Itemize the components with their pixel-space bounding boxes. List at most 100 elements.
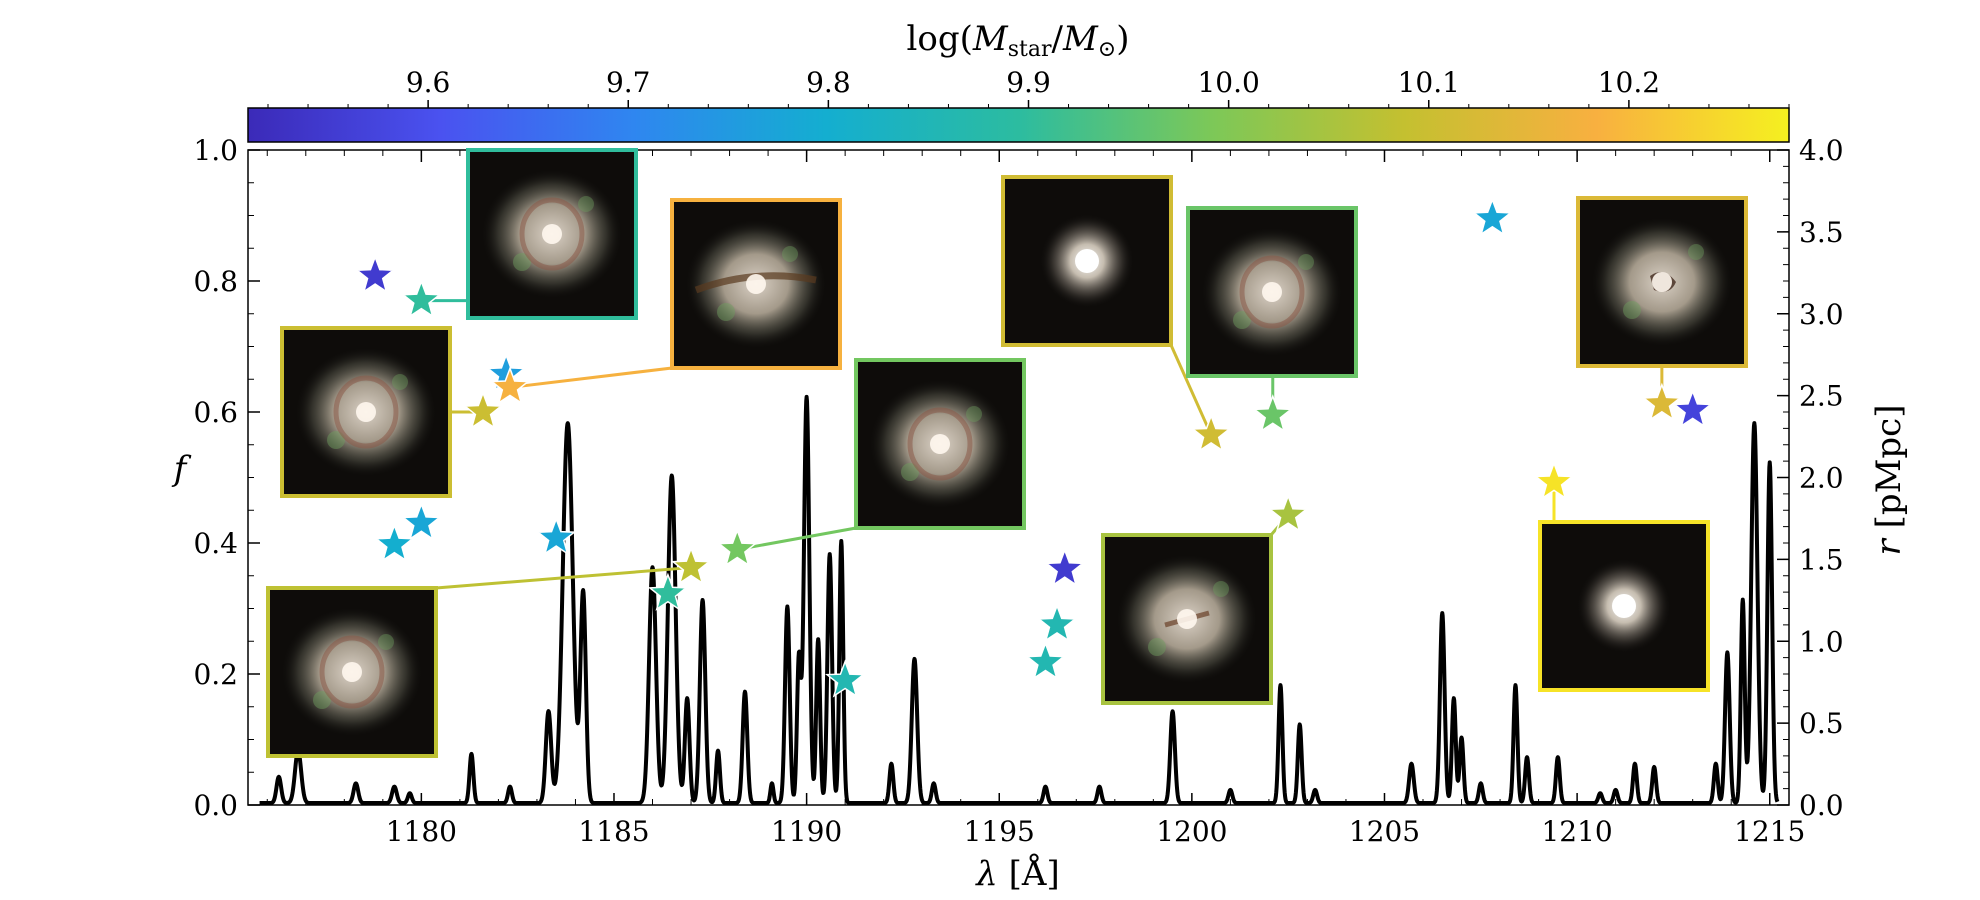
colorbar-ticks: 9.6 9.7 9.8 9.9 10.0 10.1 10.2 <box>267 66 1790 108</box>
galaxy-star-marker <box>401 502 442 541</box>
galaxy-thumbnail <box>266 586 438 758</box>
galaxy-thumbnail <box>854 358 1026 530</box>
x-tick-label: 1180 <box>386 815 457 848</box>
colorbar-tick-label: 9.8 <box>806 66 851 99</box>
x-tick-label: 1185 <box>578 815 649 848</box>
star-forming-clump <box>1148 638 1166 656</box>
galaxy-core <box>1075 249 1099 273</box>
star-forming-clump <box>327 431 345 449</box>
left-y-tick-label: 0.8 <box>193 265 238 298</box>
colorbar: 9.6 9.7 9.8 9.9 10.0 10.1 10.2 log(Mstar/M⊙) <box>247 19 1790 143</box>
x-tick-label: 1195 <box>964 815 1035 848</box>
galaxy-thumbnails <box>266 148 1748 758</box>
star-forming-clump <box>1233 311 1251 329</box>
star-forming-clump <box>966 406 982 422</box>
galaxy-star-marker <box>1036 603 1078 642</box>
galaxy-core <box>542 224 562 244</box>
colorbar-tick-label: 10.2 <box>1598 66 1660 99</box>
galaxy-star-marker <box>1252 394 1293 433</box>
galaxy-core <box>930 434 950 454</box>
galaxy-core <box>356 402 376 422</box>
star-forming-clump <box>1298 254 1314 270</box>
thumbnail-connector <box>736 526 857 552</box>
left-y-tick-label: 0.2 <box>193 658 238 691</box>
galaxy-thumbnail <box>1186 206 1358 378</box>
galaxy-star-marker <box>717 528 758 567</box>
colorbar-title-m: M <box>972 19 1009 59</box>
thumbnail-connector <box>509 366 673 389</box>
galaxy-thumbnail <box>466 148 638 320</box>
right-y-tick-label: 1.5 <box>1799 543 1844 576</box>
star-forming-clump <box>782 246 798 262</box>
right-y-axis-ticks: 0.0 0.5 1.0 1.5 2.0 2.5 3.0 3.5 4.0 <box>1777 134 1844 822</box>
galaxy-star-marker <box>670 546 712 585</box>
plot-axes: 1180 1185 1190 1195 1200 1205 1210 1215 0.00.20… <box>193 134 1843 848</box>
thumbnail-frame <box>670 198 842 370</box>
left-y-tick-label: 0.6 <box>193 396 238 429</box>
thumbnail-frame <box>1001 175 1173 347</box>
right-y-tick-label: 1.0 <box>1799 625 1844 658</box>
galaxy-thumbnail <box>670 198 842 370</box>
thumbnail-frame <box>466 148 638 320</box>
right-y-tick-label: 3.5 <box>1799 216 1844 249</box>
galaxy-star-marker <box>355 254 396 294</box>
thumbnail-frame <box>1538 520 1710 692</box>
x-tick-label: 1190 <box>771 815 842 848</box>
left-y-axis-title: f <box>171 449 192 489</box>
galaxy-thumbnail <box>1576 196 1748 368</box>
galaxy-star-marker <box>1191 413 1232 453</box>
right-y-tick-label: 0.5 <box>1799 707 1844 740</box>
right-y-tick-label: 3.0 <box>1799 298 1844 331</box>
colorbar-tick-label: 10.1 <box>1398 66 1460 99</box>
dust-ring <box>333 375 399 449</box>
right-y-tick-label: 2.5 <box>1799 380 1844 413</box>
right-y-axis-title: r [pMpc] <box>1869 405 1909 556</box>
galaxy-core <box>1612 594 1636 618</box>
thumbnail-connector <box>1169 344 1213 436</box>
right-y-tick-label: 4.0 <box>1799 134 1844 167</box>
galaxy-thumbnail <box>1001 175 1173 347</box>
star-forming-clump <box>901 463 919 481</box>
thumbnail-frame <box>266 586 438 758</box>
flux-spectrum-line <box>257 394 1780 806</box>
galaxy-thumbnail <box>1538 520 1710 692</box>
right-y-tick-label: 0.0 <box>1799 789 1844 822</box>
dust-ring <box>319 635 385 709</box>
thumbnail-frame <box>1186 206 1358 378</box>
star-forming-clump <box>378 634 394 650</box>
galaxy-core <box>1262 282 1282 302</box>
colorbar-title: log(Mstar/M⊙) <box>907 19 1130 62</box>
galaxy-star-marker <box>1533 461 1575 500</box>
star-forming-clump <box>313 691 331 709</box>
galaxy-star-marker <box>825 659 866 698</box>
galaxy-core <box>1652 272 1672 292</box>
galaxy-markers <box>355 197 1713 698</box>
x-tick-label: 1200 <box>1156 815 1227 848</box>
star-forming-clump <box>1213 581 1229 597</box>
left-y-tick-label: 0.0 <box>193 789 238 822</box>
thumbnail-frame <box>1101 533 1273 705</box>
dust-ring <box>907 407 973 481</box>
dust-ring <box>519 197 585 271</box>
x-tick-label: 1205 <box>1349 815 1420 848</box>
colorbar-tick-label: 10.0 <box>1197 66 1259 99</box>
galaxy-star-marker <box>1672 389 1713 428</box>
galaxy-thumbnail <box>280 326 452 498</box>
thumbnail-connector <box>435 566 692 590</box>
star-forming-clump <box>717 303 735 321</box>
galaxy-core <box>1177 609 1197 629</box>
star-forming-clump <box>1688 244 1704 260</box>
right-y-tick-label: 2.0 <box>1799 462 1844 495</box>
galaxy-star-marker <box>536 516 577 556</box>
galaxy-star-marker <box>401 279 442 318</box>
left-y-tick-label: 0.4 <box>193 527 238 560</box>
thumbnail-frame <box>280 326 452 498</box>
colorbar-tick-label: 9.7 <box>606 66 651 99</box>
x-tick-label: 1210 <box>1541 815 1612 848</box>
galaxy-star-marker <box>489 366 531 405</box>
x-axis-ticks: 1180 1185 1190 1195 1200 1205 1210 1215 <box>266 150 1805 848</box>
galaxy-thumbnail <box>1101 533 1273 705</box>
star-forming-clump <box>513 253 531 271</box>
thumbnail-frame <box>854 358 1026 530</box>
